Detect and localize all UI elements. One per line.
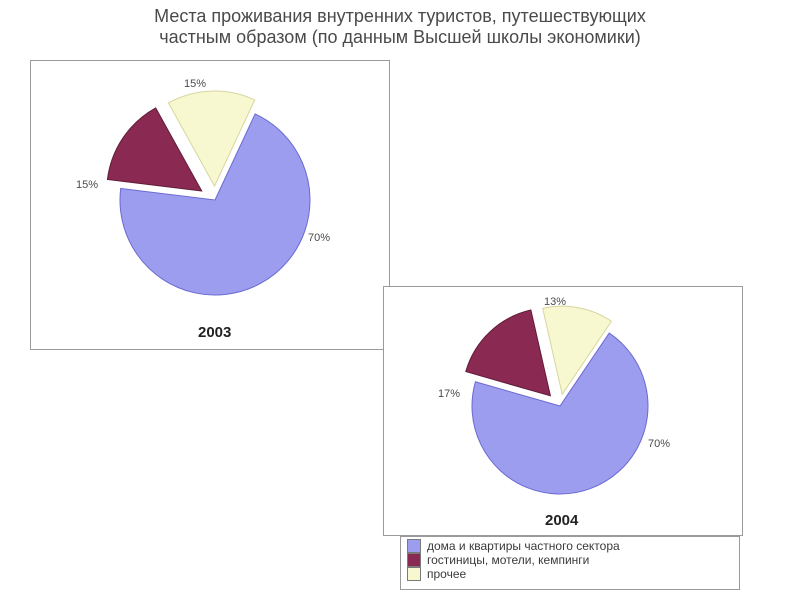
legend-label: гостиницы, мотели, кемпинги [427,554,589,567]
legend: дома и квартиры частного сектора гостини… [400,536,740,590]
legend-item: прочее [407,567,733,581]
legend-item: гостиницы, мотели, кемпинги [407,553,733,567]
legend-label: дома и квартиры частного сектора [427,540,620,553]
pct-label: 70% [648,438,670,450]
figure: { "title": { "text": "Места проживания в… [0,0,800,600]
year-label-2004: 2004 [545,512,578,529]
pct-label: 17% [438,388,460,400]
legend-swatch-icon [407,539,421,553]
legend-item: дома и квартиры частного сектора [407,539,733,553]
pct-label: 70% [308,232,330,244]
pct-label: 15% [184,78,206,90]
pct-label: 13% [544,296,566,308]
legend-label: прочее [427,568,466,581]
pct-label: 15% [76,179,98,191]
pie-layer [0,0,800,600]
year-label-2003: 2003 [198,324,231,341]
legend-swatch-icon [407,567,421,581]
legend-swatch-icon [407,553,421,567]
